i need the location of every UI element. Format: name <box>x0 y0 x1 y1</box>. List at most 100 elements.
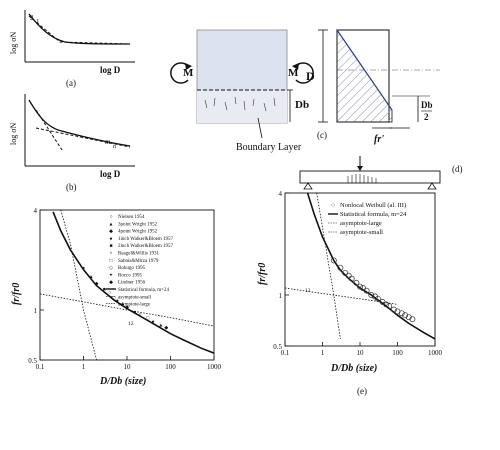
series-line <box>284 287 398 305</box>
x-tick-label: 0.1 <box>36 363 45 371</box>
data-point <box>398 310 405 317</box>
legend-marker: ● <box>109 237 112 242</box>
legend-entry: 2inch Walker&Bloem 1957 <box>118 244 174 249</box>
moment-left-arrowhead <box>185 63 192 70</box>
data-point <box>383 301 390 308</box>
data-point <box>386 303 393 310</box>
legend-marker: ○ <box>109 215 112 220</box>
series-line <box>39 293 215 327</box>
panel-b-xlabel: log D <box>100 169 121 179</box>
y-tick-label: 1 <box>279 292 283 300</box>
x-tick-label: 1 <box>82 363 86 371</box>
chart-right-xlabel: D/Db (size) <box>330 363 377 374</box>
support-left <box>303 182 313 190</box>
legend-marker: ◆ <box>109 280 113 286</box>
legend-entry: Rokugo 1995 <box>118 266 146 271</box>
x-tick-label: 0.1 <box>281 349 290 357</box>
panel-a-label: (a) <box>66 78 76 88</box>
panel-b-label: (b) <box>66 182 77 192</box>
chart-right-legend: ○ Nonlocal Weibull (al. III) Statistical f… <box>328 202 407 236</box>
chart-right-ylabel: fr/fr0 <box>257 263 268 285</box>
series-line <box>306 192 436 340</box>
data-point: ■ <box>103 287 106 292</box>
dim-fr-label: fr' <box>374 134 384 145</box>
y-tick-label: 1 <box>34 307 38 315</box>
chart-left-slope: 12 <box>128 321 134 327</box>
legend-entry: Nielsen 1954 <box>118 215 145 220</box>
beam-cracks <box>347 174 377 183</box>
dim-Db2-den: 2 <box>424 112 429 122</box>
y-tick-label: 0.5 <box>273 343 282 351</box>
legend-entry: Lindner 1956 <box>118 281 146 286</box>
data-point: ▲ <box>158 323 163 328</box>
panel-a-xlabel: log D <box>100 65 121 75</box>
legend-entry: 4point Wright 1952 <box>118 230 158 235</box>
data-point <box>353 279 360 286</box>
legend-entry: Rocco 1995 <box>118 273 143 278</box>
moment-right-arrowhead <box>292 63 299 70</box>
moment-left-arrow <box>170 62 189 84</box>
x-tick-label: 10 <box>357 349 365 357</box>
series-line <box>60 209 97 361</box>
dim-D-label: D <box>306 69 315 83</box>
data-point <box>402 312 409 319</box>
legend-entry: 3point Wright 1952 <box>118 222 158 227</box>
legend-entry: Reagel&Willis 1931 <box>118 252 160 257</box>
chart-right-slope: 12 <box>305 288 311 294</box>
panel-b-n-label: n <box>113 144 116 150</box>
legend-entry: Nonlocal Weibull (al. III) <box>340 202 406 209</box>
panel-a-slope: 2 <box>30 14 34 22</box>
data-point <box>390 306 397 313</box>
legend-marker: ✦ <box>109 272 113 278</box>
x-tick-label: 10 <box>124 363 132 371</box>
moment-right-arrow <box>295 62 314 84</box>
y-tick-label: 0.5 <box>28 357 37 365</box>
chart-left-ticks: 0.1 1 10 100 1000 0.5 1 4 <box>28 207 221 371</box>
panel-d: (d) <box>299 156 463 190</box>
x-tick-label: 1000 <box>207 363 222 371</box>
data-point <box>330 257 337 264</box>
panel-d-label: (d) <box>452 164 463 174</box>
data-point: ○ <box>108 291 111 296</box>
data-point: ▲ <box>89 275 94 280</box>
panel-b-asymptote-large <box>35 127 131 148</box>
data-point: ■ <box>133 310 136 315</box>
panel-a-asymptote <box>28 15 131 45</box>
moment-left-label: M <box>183 67 194 79</box>
data-point: □ <box>146 317 149 322</box>
moment-right-label: M <box>288 67 299 79</box>
chart-right: 0.1 1 10 100 1000 0.5 1 4 fr/fr0 D/Db (size) 12… <box>257 190 443 396</box>
data-point <box>405 314 412 321</box>
panel-a-slope-den: 1 <box>36 18 40 26</box>
data-point <box>342 269 349 276</box>
chart-right-ticks: 0.1 1 10 100 1000 0.5 1 4 <box>273 190 442 357</box>
boundary-layer-label: Boundary Layer <box>236 142 302 153</box>
legend-entry: asymptote-small <box>340 229 383 236</box>
legend-marker: ◇ <box>109 265 113 271</box>
support-right <box>427 182 437 190</box>
legend-entry: Statistical formula, m=24 <box>118 288 170 293</box>
panel-b-m-label: m <box>105 138 111 146</box>
data-point <box>374 295 381 302</box>
legend-entry: asymptote-large <box>340 220 382 227</box>
y-tick-label: 4 <box>34 207 38 215</box>
panel-b-asymptote-small <box>35 109 63 151</box>
legend-entry: asymptote-large <box>118 303 151 308</box>
data-point: ◆ <box>125 304 129 310</box>
chart-left-legend: ○ Nielsen 1954 ▲ 3point Wright 1952 ◆ 4point … <box>106 215 174 308</box>
data-point: ● <box>82 267 85 272</box>
legend-marker: ○ <box>331 202 335 209</box>
dim-Db-label: Db <box>295 99 309 111</box>
boundary-layer-cracks <box>204 96 276 112</box>
legend-marker: ■ <box>109 244 112 249</box>
chart-left-xlabel: D/Db (size) <box>99 376 146 387</box>
legend-entry: 1inch Walker&Bloem 1957 <box>118 237 174 242</box>
data-point <box>368 292 375 298</box>
data-point <box>337 264 344 271</box>
panel-c-label: (c) <box>317 130 327 140</box>
stress-distribution <box>336 28 393 123</box>
dim-Db2-num: Db <box>421 100 433 110</box>
panel-b-ylabel: log σN <box>9 122 18 145</box>
legend-entry: Statistical formula, m=24 <box>340 211 407 218</box>
